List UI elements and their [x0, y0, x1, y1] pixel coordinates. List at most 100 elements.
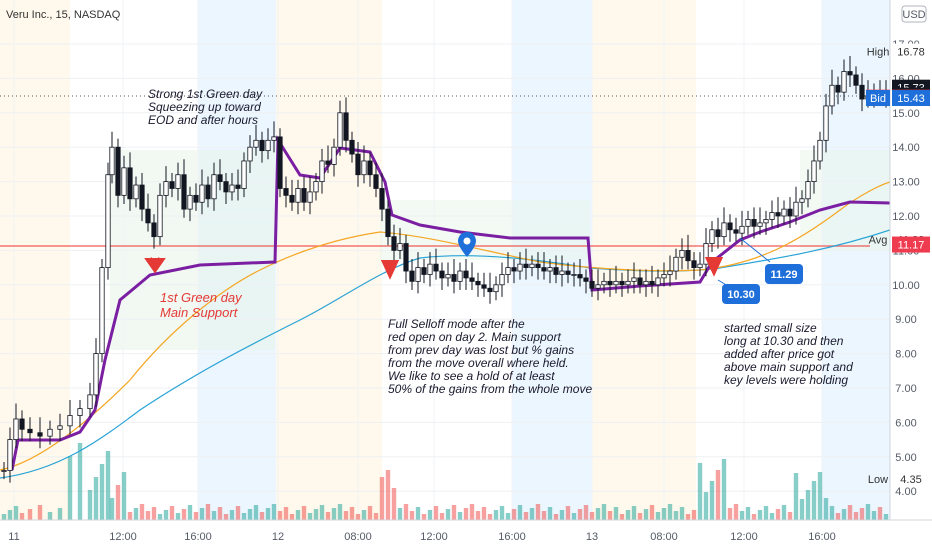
- annotation-line: Strong 1st Green day: [148, 87, 263, 101]
- annotation-line: from prev day was lost but % gains: [388, 343, 574, 357]
- volume-bar: [337, 504, 343, 520]
- candle-body: [805, 181, 811, 200]
- volume-bar: [47, 512, 53, 520]
- volume-bar: [685, 514, 691, 520]
- volume-bar: [1, 514, 7, 520]
- volume-bar: [619, 514, 625, 520]
- volume-bar: [289, 514, 295, 520]
- candle-body: [655, 277, 661, 286]
- candle-body: [57, 425, 63, 430]
- candle-body: [145, 208, 151, 224]
- candle-body: [787, 208, 793, 217]
- candle-body: [217, 174, 223, 183]
- candle-body: [649, 280, 655, 286]
- y-tick-label: 10.00: [892, 280, 920, 292]
- x-tick-label: 12: [272, 531, 284, 543]
- candle-body: [541, 267, 547, 272]
- candle-body: [739, 225, 745, 234]
- annotation-line: Main Support: [160, 305, 239, 320]
- volume-bar: [307, 513, 313, 520]
- volume-bar: [817, 472, 823, 520]
- candle-body: [553, 267, 559, 275]
- candle-body: [607, 280, 613, 286]
- candle-body: [7, 439, 13, 471]
- volume-bar: [811, 481, 817, 520]
- volume-bar: [487, 514, 493, 520]
- candle-body: [199, 184, 205, 203]
- candle-body: [37, 432, 43, 437]
- volume-bar: [727, 508, 733, 520]
- candle-body: [511, 267, 517, 272]
- candle-body: [325, 160, 331, 165]
- candle-body: [409, 270, 415, 282]
- candle-body: [1, 470, 7, 472]
- candle-body: [481, 284, 487, 289]
- candle-body: [229, 184, 235, 193]
- candle-body: [247, 146, 253, 162]
- candle-body: [751, 219, 757, 227]
- candle-body: [451, 274, 457, 282]
- volume-bar: [697, 463, 703, 520]
- annotation-line: key levels were holding: [724, 373, 848, 387]
- candle-body: [631, 277, 637, 282]
- volume-bar: [739, 511, 745, 520]
- volume-bar: [295, 510, 301, 520]
- volume-bar: [253, 505, 259, 520]
- volume-bars: [1, 443, 889, 520]
- volume-bar: [445, 509, 451, 520]
- candle-body: [673, 256, 679, 272]
- candle-body: [115, 146, 121, 196]
- candle-body: [121, 167, 127, 196]
- volume-bar: [77, 443, 83, 520]
- ema-orange-line: [0, 181, 891, 471]
- candle-body: [847, 71, 853, 76]
- candle-body: [193, 194, 199, 203]
- candle-body: [271, 136, 277, 141]
- price-label-bg: [892, 471, 930, 488]
- volume-bar: [853, 512, 859, 520]
- volume-bar: [127, 512, 133, 520]
- candle-body: [535, 263, 541, 269]
- x-tick-label: 16:00: [808, 531, 836, 543]
- candle-body: [703, 243, 709, 265]
- x-tick-label: 08:00: [650, 531, 678, 543]
- volume-bar: [589, 512, 595, 520]
- candle-body: [391, 236, 397, 251]
- volume-bar: [877, 507, 883, 520]
- candle-body: [349, 139, 355, 155]
- volume-bar: [667, 504, 673, 520]
- currency-badge[interactable]: USD: [901, 5, 927, 23]
- volume-bar: [409, 511, 415, 520]
- pill-1129: 11.29: [765, 264, 803, 284]
- annotation-line: Full Selloff mode after the: [388, 317, 525, 331]
- volume-bar: [493, 510, 499, 520]
- volume-bar: [469, 504, 475, 520]
- volume-bar: [763, 506, 769, 520]
- candle-body: [463, 270, 469, 279]
- volume-bar: [301, 506, 307, 520]
- candle-body: [337, 112, 343, 148]
- candle-body: [289, 194, 295, 203]
- candle-body: [265, 139, 271, 152]
- volume-bar: [481, 507, 487, 520]
- volume-bar: [277, 511, 283, 520]
- price-label-name: Bid: [870, 93, 886, 105]
- volume-bar: [145, 511, 151, 520]
- candle-body: [77, 408, 83, 416]
- volume-bar: [391, 488, 397, 520]
- volume-bar: [649, 505, 655, 520]
- volume-bar: [523, 512, 529, 520]
- candle-body: [415, 267, 421, 282]
- volume-bar: [541, 511, 547, 520]
- candle-body: [87, 394, 93, 410]
- volume-bar: [847, 505, 853, 520]
- chart-title: Veru Inc., 15, NASDAQ: [6, 9, 121, 21]
- arrow-icon: [144, 257, 166, 274]
- candle-body: [253, 139, 259, 148]
- volume-bar: [105, 451, 111, 520]
- candle-body: [685, 249, 691, 262]
- candle-body: [817, 139, 823, 162]
- candle-body: [427, 263, 433, 275]
- y-tick-label: 6.00: [895, 417, 916, 429]
